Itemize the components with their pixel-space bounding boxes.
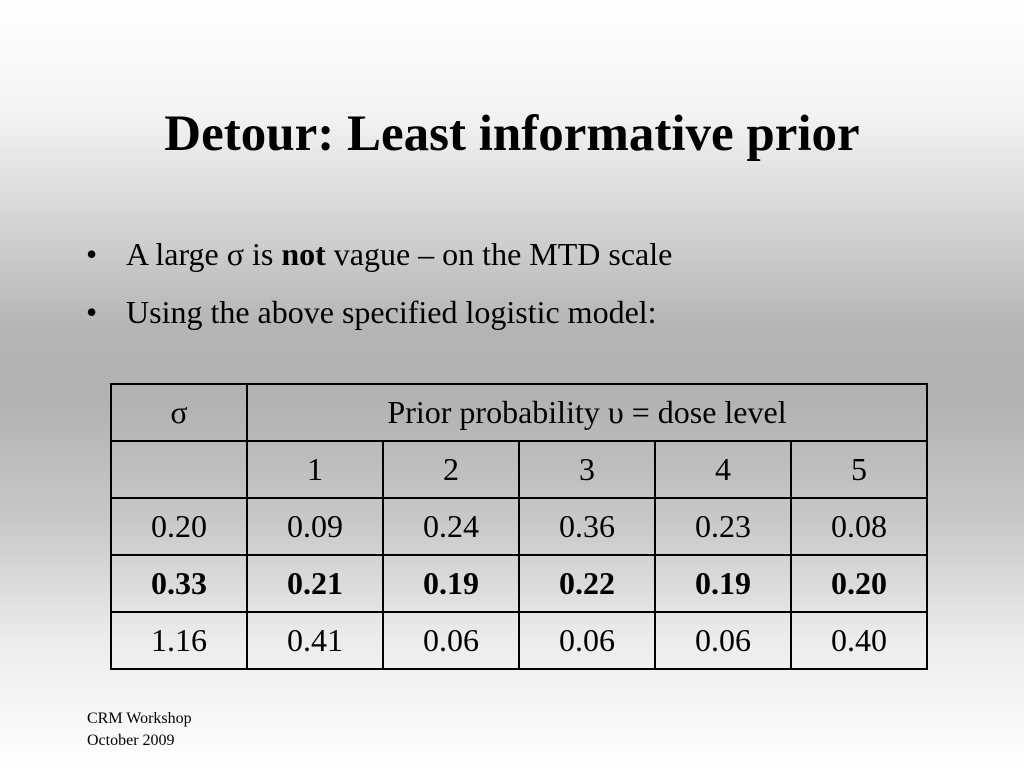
footer-workshop-name: CRM Workshop <box>87 710 192 727</box>
sigma-cell: 1.16 <box>110 611 248 670</box>
slide-title: Detour: Least informative prior <box>164 106 860 162</box>
probability-cell: 0.41 <box>246 611 384 670</box>
probability-cell: 0.21 <box>246 554 384 613</box>
slide-footer: CRM Workshop October 2009 <box>87 708 192 752</box>
probability-cell: 0.19 <box>382 554 520 613</box>
dose-level-row: 1 2 3 4 5 <box>110 440 928 499</box>
probability-cell: 0.20 <box>790 554 928 613</box>
bullet-dot-icon: • <box>86 294 98 330</box>
table-row: 1.16 0.41 0.06 0.06 0.06 0.40 <box>110 611 928 670</box>
dose-level-cell: 5 <box>790 440 928 499</box>
table-row-highlighted: 0.33 0.21 0.19 0.22 0.19 0.20 <box>110 554 928 613</box>
probability-cell: 0.06 <box>518 611 656 670</box>
bullet-text-emphasis: not <box>281 236 326 272</box>
bullet-item: • A large σ is not vague – on the MTD sca… <box>86 228 672 286</box>
table-row: 0.20 0.09 0.24 0.36 0.23 0.08 <box>110 497 928 556</box>
bullet-text-post: vague – on the MTD scale <box>325 236 673 272</box>
probability-cell: 0.19 <box>654 554 792 613</box>
bullet-text-pre: A large σ is <box>126 236 282 272</box>
prior-probability-table: σ Prior probability υ = dose level 1 2 3… <box>110 383 928 670</box>
sigma-header-cell: σ <box>110 383 248 442</box>
dose-level-cell: 4 <box>654 440 792 499</box>
bullet-text-pre: Using the above specified logistic model… <box>126 294 657 330</box>
bullet-list: • A large σ is not vague – on the MTD sca… <box>86 228 672 344</box>
probability-cell: 0.06 <box>654 611 792 670</box>
empty-cell <box>110 440 248 499</box>
bullet-item: • Using the above specified logistic mode… <box>86 286 672 344</box>
probability-cell: 0.36 <box>518 497 656 556</box>
probability-cell: 0.23 <box>654 497 792 556</box>
bullet-dot-icon: • <box>86 236 98 272</box>
probability-cell: 0.22 <box>518 554 656 613</box>
probability-cell: 0.09 <box>246 497 384 556</box>
prior-probability-header-cell: Prior probability υ = dose level <box>246 383 928 442</box>
sigma-cell: 0.33 <box>110 554 248 613</box>
footer-date: October 2009 <box>87 732 175 749</box>
probability-cell: 0.24 <box>382 497 520 556</box>
probability-cell: 0.06 <box>382 611 520 670</box>
probability-cell: 0.40 <box>790 611 928 670</box>
probability-cell: 0.08 <box>790 497 928 556</box>
table-header-row: σ Prior probability υ = dose level <box>110 383 928 442</box>
sigma-cell: 0.20 <box>110 497 248 556</box>
dose-level-cell: 3 <box>518 440 656 499</box>
dose-level-cell: 1 <box>246 440 384 499</box>
dose-level-cell: 2 <box>382 440 520 499</box>
